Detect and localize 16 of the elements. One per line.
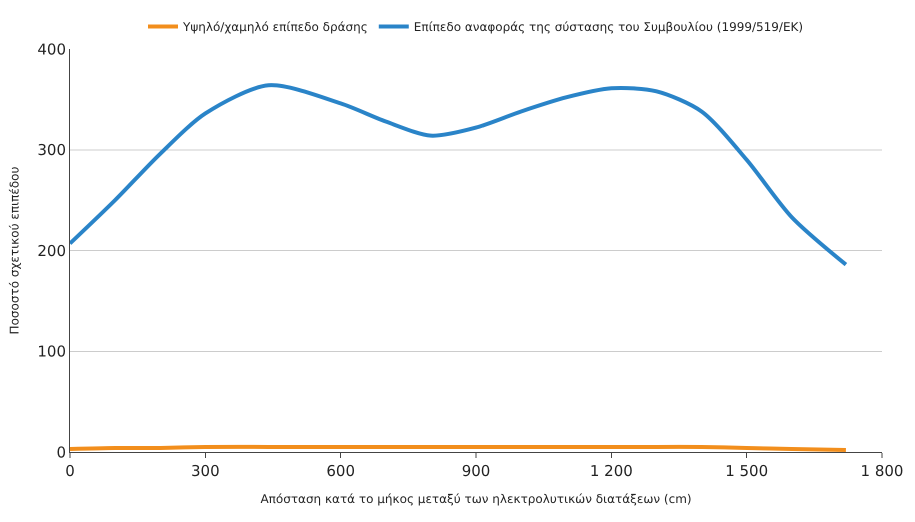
- x-tick-label: 1 500: [725, 462, 768, 480]
- y-tick-label: 0: [56, 443, 66, 462]
- x-tick-label: 600: [326, 462, 355, 480]
- y-axis-title: Ποσοστό σχετικού επιπέδου: [8, 166, 22, 334]
- y-tick-label: 300: [37, 141, 66, 159]
- x-tick-label: 1 800: [860, 462, 904, 480]
- x-tick-label: 1 200: [590, 462, 633, 480]
- legend-label: Υψηλό/χαμηλό επίπεδο δράσης: [182, 20, 368, 34]
- y-tick-label: 200: [37, 242, 66, 260]
- x-tick-label: 900: [462, 462, 490, 480]
- x-axis-title: Απόσταση κατά το μήκος μεταξύ των ηλεκτρολυτικών διατάξεων (cm): [260, 492, 692, 506]
- y-tick-label: 400: [37, 40, 66, 58]
- x-tick-label: 300: [191, 462, 220, 480]
- line-series: [70, 83, 848, 267]
- y-tick-label: 100: [37, 342, 66, 360]
- legend-label: Επίπεδο αναφοράς της σύστασης του Συμβουλίου (1999/519/ΕΚ): [414, 20, 804, 34]
